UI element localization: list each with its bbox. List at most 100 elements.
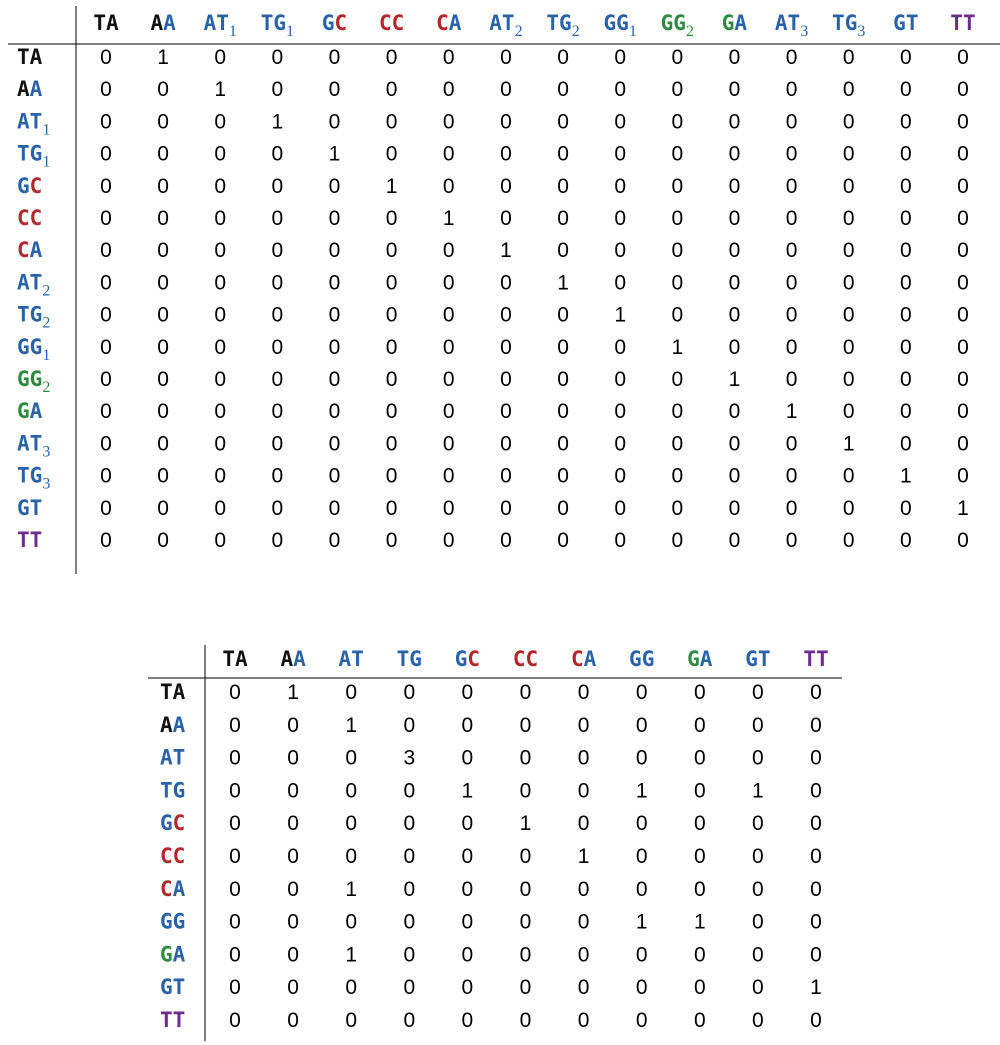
matrix-cell: 0	[272, 143, 284, 166]
matrix-cell: 0	[636, 878, 648, 901]
column-label-char: G	[273, 11, 286, 35]
row-label-char: A	[30, 399, 43, 423]
matrix-cell: 0	[786, 239, 798, 262]
matrix-cell: 0	[729, 239, 741, 262]
matrix-cell: 0	[386, 207, 398, 230]
matrix-cell: 0	[462, 812, 474, 835]
column-label: GG	[629, 647, 654, 671]
matrix-cell: 0	[214, 110, 226, 133]
matrix-cell: 0	[500, 110, 512, 133]
column-label: CC	[513, 647, 538, 671]
column-label-char: C	[513, 647, 526, 671]
matrix-cell: 0	[403, 943, 415, 966]
matrix-cell: 0	[462, 747, 474, 770]
row-label-char: T	[160, 1008, 173, 1032]
row-label-char: G	[173, 778, 186, 802]
matrix-cell: 0	[752, 714, 764, 737]
matrix-cell: 0	[636, 1009, 648, 1032]
column-label: GT	[745, 647, 770, 671]
matrix-cell: 0	[752, 812, 764, 835]
matrix-cell: 0	[557, 110, 569, 133]
matrix-cell: 0	[671, 271, 683, 294]
matrix-cell: 0	[694, 976, 706, 999]
column-label-char: T	[261, 11, 274, 35]
matrix-cell: 0	[557, 207, 569, 230]
column-label-char: A	[700, 647, 713, 671]
matrix-cell: 0	[443, 432, 455, 455]
matrix-cell: 0	[214, 271, 226, 294]
row-label-char: A	[173, 713, 186, 737]
matrix-cell: 0	[671, 400, 683, 423]
matrix-cell: 0	[578, 976, 590, 999]
row-label: TT	[160, 1008, 185, 1032]
matrix-cell: 1	[557, 271, 569, 294]
matrix-cell: 0	[403, 714, 415, 737]
matrix-cell: 1	[500, 239, 512, 262]
row-label: TA	[17, 45, 43, 69]
matrix-cell: 0	[229, 911, 241, 934]
column-label-char: C	[467, 647, 480, 671]
column-label-subscript: 1	[629, 23, 637, 40]
matrix-cell: 0	[671, 78, 683, 101]
matrix-cell: 0	[329, 465, 341, 488]
matrix-cell: 0	[752, 681, 764, 704]
column-label-subscript: 2	[572, 23, 580, 40]
matrix-cell: 0	[843, 207, 855, 230]
column-label: TA	[93, 11, 119, 35]
matrix-cell: 0	[157, 143, 169, 166]
row-label: GT	[17, 496, 42, 520]
table-row: TA 0 1 0 0 0 0 0 0 0 0 0	[160, 680, 822, 704]
matrix-cell: 1	[900, 465, 912, 488]
matrix-cell: 0	[157, 400, 169, 423]
matrix-cell: 0	[500, 368, 512, 391]
matrix-cell: 0	[520, 681, 532, 704]
row-label-subscript: 1	[42, 121, 50, 138]
matrix-cell: 0	[729, 110, 741, 133]
row-label: TG1	[17, 142, 50, 171]
matrix-cell: 0	[386, 271, 398, 294]
matrix-cell: 0	[636, 747, 648, 770]
matrix-cell: 0	[520, 911, 532, 934]
matrix-cell: 0	[614, 368, 626, 391]
matrix-cell: 0	[557, 143, 569, 166]
matrix-cell: 0	[272, 336, 284, 359]
column-label: AT2	[489, 11, 522, 40]
matrix-cell: 0	[500, 271, 512, 294]
matrix-cell: 0	[287, 812, 299, 835]
matrix-cell: 0	[557, 175, 569, 198]
matrix-cell: 0	[229, 779, 241, 802]
matrix-cell: 0	[786, 46, 798, 69]
matrix-cell: 0	[287, 1009, 299, 1032]
row-label: GT	[160, 975, 185, 999]
row-label-char: G	[17, 496, 30, 520]
column-label-subscript: 3	[857, 23, 865, 40]
row-label-char: G	[160, 910, 173, 934]
matrix-cell: 0	[329, 304, 341, 327]
row-label: AT3	[17, 431, 50, 460]
matrix-cell: 0	[157, 78, 169, 101]
matrix-cell: 0	[614, 465, 626, 488]
row-label-char: T	[17, 528, 30, 552]
row-label: CA	[160, 877, 186, 901]
matrix-cell: 0	[214, 432, 226, 455]
matrix-cell: 0	[462, 878, 474, 901]
matrix-cell: 0	[957, 239, 969, 262]
matrix-cell: 0	[443, 239, 455, 262]
matrix-cell: 0	[786, 271, 798, 294]
matrix-cell: 0	[345, 747, 357, 770]
column-label: TG1	[261, 11, 294, 40]
matrix-cell: 0	[443, 271, 455, 294]
matrix-cell: 0	[443, 529, 455, 552]
matrix-cell: 0	[694, 714, 706, 737]
column-label: TT	[950, 11, 975, 35]
matrix-cell: 0	[214, 143, 226, 166]
matrix-cell: 0	[443, 175, 455, 198]
matrix-cell: 0	[900, 432, 912, 455]
matrix-cell: 0	[957, 432, 969, 455]
matrix-cell: 0	[386, 400, 398, 423]
matrix-cell: 0	[671, 529, 683, 552]
matrix-cell: 0	[329, 497, 341, 520]
matrix-cell: 0	[345, 911, 357, 934]
row-label-char: T	[30, 528, 43, 552]
matrix-cell: 0	[957, 529, 969, 552]
